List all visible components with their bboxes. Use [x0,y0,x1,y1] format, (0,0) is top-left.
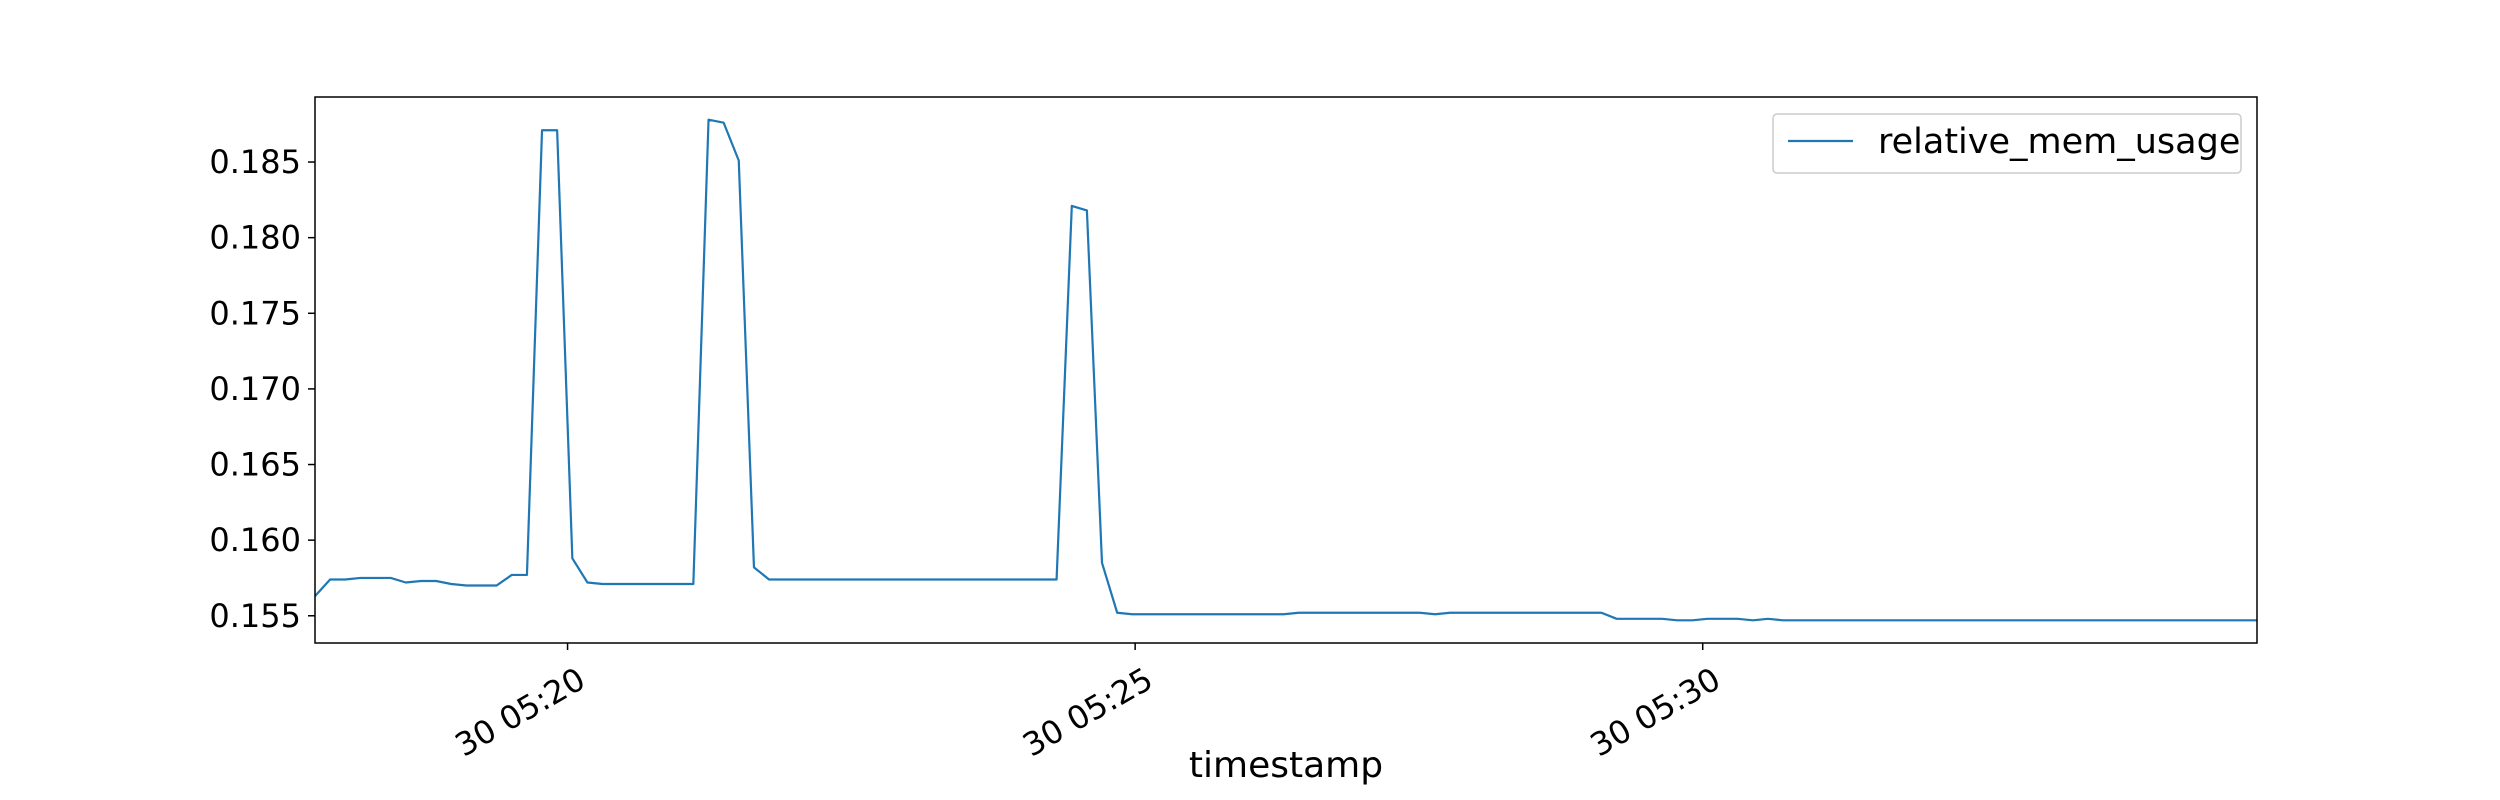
y-tick-label: 0.165 [209,446,301,484]
legend-box [1772,113,2242,174]
plot-frame [314,96,2258,644]
y-axis: 0.155 0.160 0.165 0.170 0.175 0.180 0.185 [209,143,315,635]
y-tick-label: 0.175 [209,294,301,332]
series-line-relative-mem-usage [314,118,2257,622]
legend: relative_mem_usage [1772,113,2242,174]
y-tick-label: 0.185 [209,143,301,181]
y-tick-label: 0.180 [209,219,301,257]
x-axis-label: timestamp [1189,745,1383,786]
legend-label-relative-mem-usage: relative_mem_usage [1878,122,2240,162]
y-tick-label: 0.160 [209,521,301,559]
plot-area [314,96,2258,644]
y-tick-label: 0.170 [209,370,301,408]
y-tick-label: 0.155 [209,597,301,635]
